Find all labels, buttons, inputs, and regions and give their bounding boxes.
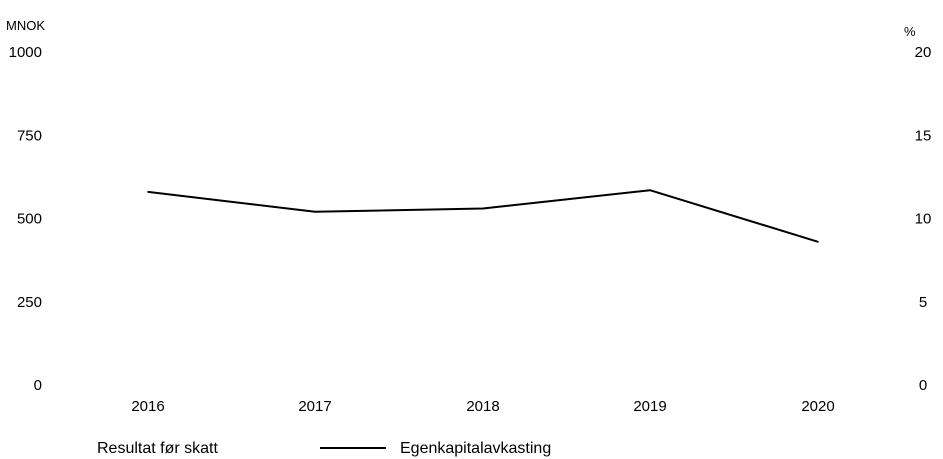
right-axis-tick-label: 0 bbox=[919, 377, 927, 394]
legend: Resultat før skatt Egenkapitalavkasting bbox=[97, 440, 551, 457]
left-axis-tick-label: 1000 bbox=[9, 44, 42, 61]
legend-label-resultat: Resultat før skatt bbox=[97, 440, 218, 457]
right-axis-tick-label: 10 bbox=[915, 211, 932, 228]
series-point-egenkapitalavkasting bbox=[147, 191, 149, 193]
right-axis-tick-label: 15 bbox=[915, 127, 932, 144]
x-axis-tick-label: 2018 bbox=[466, 398, 499, 415]
left-axis-tick-label: 750 bbox=[17, 127, 42, 144]
series-layer bbox=[147, 189, 819, 243]
left-axis-tick-label: 500 bbox=[17, 211, 42, 228]
x-axis-tick-label: 2019 bbox=[633, 398, 666, 415]
right-axis-tick-label: 20 bbox=[915, 44, 932, 61]
x-axis-tick-label: 2016 bbox=[131, 398, 164, 415]
x-axis-tick-label: 2017 bbox=[298, 398, 331, 415]
left-axis-ticks: 0 250 500 750 1000 bbox=[9, 44, 42, 394]
left-axis-tick-label: 250 bbox=[17, 294, 42, 311]
right-axis-unit: % bbox=[904, 24, 916, 39]
series-point-egenkapitalavkasting bbox=[314, 211, 316, 213]
right-axis-tick-label: 5 bbox=[919, 294, 927, 311]
x-axis-ticks: 2016 2017 2018 2019 2020 bbox=[131, 398, 834, 415]
series-point-egenkapitalavkasting bbox=[649, 189, 651, 191]
right-axis-ticks: 0 5 10 15 20 bbox=[915, 44, 932, 394]
x-axis-tick-label: 2020 bbox=[801, 398, 834, 415]
left-axis-unit: MNOK bbox=[6, 18, 45, 33]
legend-label-egenkapitalavkasting: Egenkapitalavkasting bbox=[400, 440, 551, 457]
left-axis-tick-label: 0 bbox=[34, 377, 42, 394]
series-point-egenkapitalavkasting bbox=[482, 207, 484, 210]
series-line-egenkapitalavkasting bbox=[147, 189, 819, 243]
series-point-egenkapitalavkasting bbox=[817, 241, 819, 243]
